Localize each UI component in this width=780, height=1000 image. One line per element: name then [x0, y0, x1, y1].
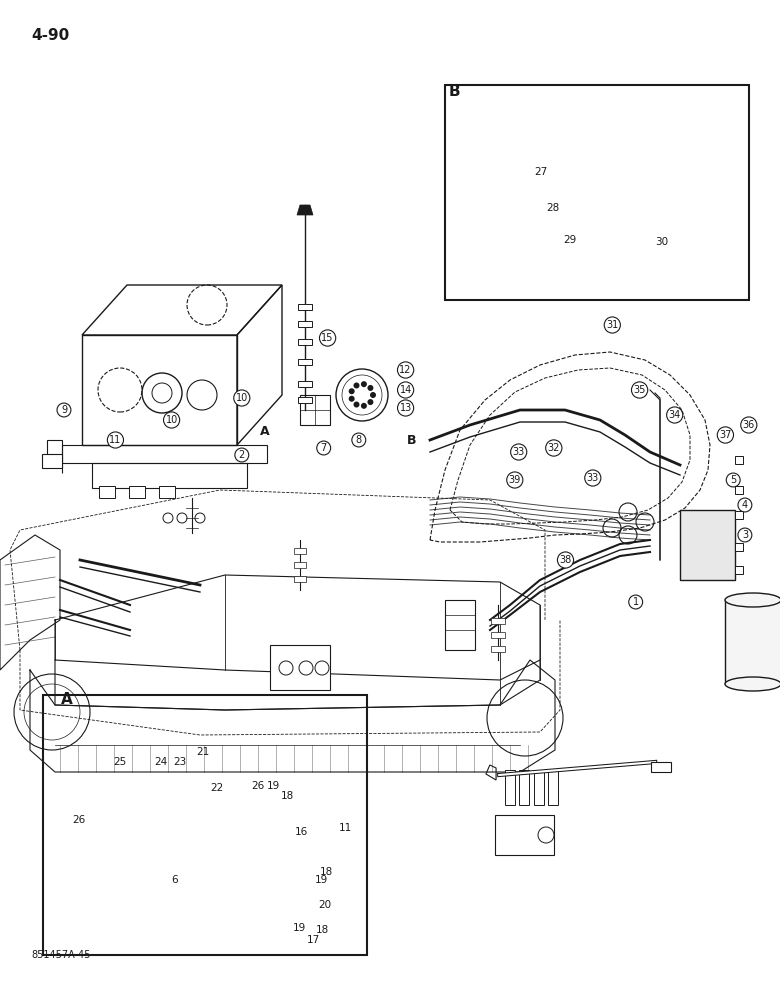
Bar — [519, 770, 530, 805]
Text: 4-90: 4-90 — [31, 28, 69, 43]
Text: 11: 11 — [109, 435, 122, 445]
Circle shape — [370, 392, 376, 398]
Text: 23: 23 — [173, 757, 186, 767]
Circle shape — [349, 396, 355, 402]
Text: 25: 25 — [113, 757, 126, 767]
Bar — [445, 600, 475, 650]
Text: 26: 26 — [251, 781, 264, 791]
Text: 27: 27 — [534, 167, 548, 177]
Bar — [491, 646, 505, 652]
Bar — [300, 395, 330, 425]
Text: 13: 13 — [399, 403, 412, 413]
Text: 17: 17 — [307, 935, 320, 945]
Text: 851457A-45: 851457A-45 — [31, 950, 90, 960]
Bar — [298, 339, 312, 345]
Bar — [725, 599, 780, 684]
Text: 31: 31 — [606, 320, 619, 330]
Text: 15: 15 — [321, 333, 334, 343]
Bar — [735, 566, 743, 574]
Text: 12: 12 — [399, 365, 412, 375]
Bar — [651, 762, 671, 772]
Text: 39: 39 — [509, 475, 521, 485]
Text: 32: 32 — [548, 443, 560, 453]
Bar — [129, 486, 145, 498]
Bar — [495, 815, 554, 855]
Text: 33: 33 — [587, 473, 599, 483]
Bar — [99, 486, 115, 498]
Text: 35: 35 — [633, 385, 646, 395]
Text: 16: 16 — [295, 827, 308, 837]
Bar — [294, 548, 306, 554]
Text: 29: 29 — [563, 235, 576, 245]
Text: 14: 14 — [399, 385, 412, 395]
Text: 21: 21 — [197, 747, 210, 757]
Bar — [735, 511, 743, 519]
Text: 8: 8 — [356, 435, 362, 445]
Text: B: B — [448, 85, 459, 100]
Text: 38: 38 — [559, 555, 572, 565]
Bar — [298, 359, 312, 365]
Bar — [298, 304, 312, 310]
Bar — [298, 381, 312, 387]
Text: 34: 34 — [668, 410, 681, 420]
Text: 22: 22 — [211, 783, 224, 793]
Text: 1: 1 — [633, 597, 639, 607]
Circle shape — [349, 388, 355, 394]
Bar — [735, 456, 743, 464]
Text: 3: 3 — [742, 530, 748, 540]
Bar — [42, 454, 62, 468]
Text: 26: 26 — [72, 815, 85, 825]
Bar — [505, 770, 516, 805]
Text: A: A — [261, 425, 270, 438]
Bar — [159, 486, 175, 498]
Text: 6: 6 — [172, 875, 178, 885]
Bar — [735, 486, 743, 494]
Text: 18: 18 — [281, 791, 294, 801]
Text: 10: 10 — [165, 415, 178, 425]
Text: 19: 19 — [292, 923, 306, 933]
Text: 7: 7 — [321, 443, 327, 453]
Bar — [491, 618, 505, 624]
Bar — [270, 645, 330, 690]
Circle shape — [367, 385, 374, 391]
Text: 37: 37 — [719, 430, 732, 440]
Bar — [491, 632, 505, 638]
Text: 36: 36 — [743, 420, 755, 430]
Text: 5: 5 — [730, 475, 736, 485]
Text: 30: 30 — [655, 237, 668, 247]
Text: 28: 28 — [546, 203, 559, 213]
Bar — [735, 543, 743, 551]
Bar — [445, 85, 749, 300]
Text: 18: 18 — [320, 867, 333, 877]
Polygon shape — [297, 205, 313, 215]
Text: 10: 10 — [236, 393, 248, 403]
Text: 24: 24 — [154, 757, 168, 767]
Bar — [43, 695, 367, 955]
Text: 19: 19 — [267, 781, 280, 791]
Text: A: A — [60, 692, 73, 708]
Circle shape — [353, 402, 360, 408]
Text: 4: 4 — [742, 500, 748, 510]
Bar — [294, 576, 306, 582]
Text: 19: 19 — [314, 875, 328, 885]
Bar — [680, 510, 735, 580]
Text: 20: 20 — [318, 900, 331, 910]
Text: 33: 33 — [512, 447, 525, 457]
Text: B: B — [407, 434, 417, 446]
Bar — [298, 321, 312, 327]
Circle shape — [361, 403, 367, 409]
Text: 2: 2 — [239, 450, 245, 460]
Circle shape — [361, 381, 367, 387]
Ellipse shape — [725, 593, 780, 607]
Text: 11: 11 — [339, 823, 353, 833]
Bar — [294, 562, 306, 568]
Bar — [548, 770, 558, 805]
Text: 9: 9 — [61, 405, 67, 415]
Bar — [534, 770, 544, 805]
Ellipse shape — [725, 677, 780, 691]
Circle shape — [367, 399, 374, 405]
Bar — [298, 397, 312, 403]
Text: 18: 18 — [316, 925, 329, 935]
Circle shape — [353, 382, 360, 388]
